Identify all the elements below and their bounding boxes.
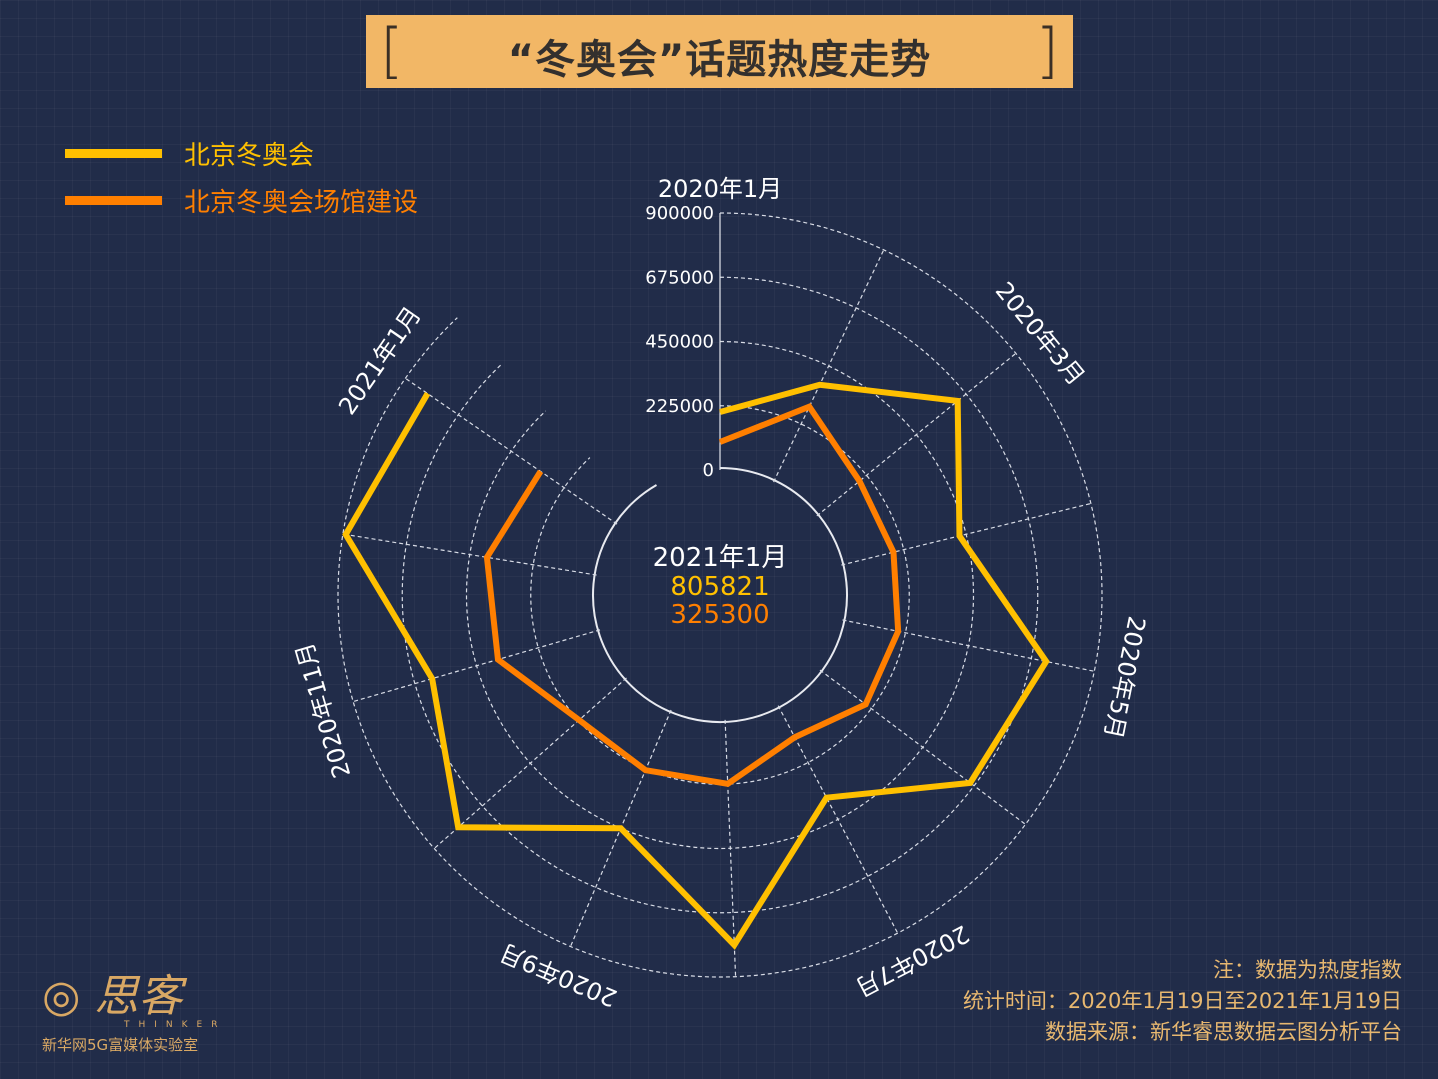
data-point	[457, 826, 459, 828]
grid-circle	[401, 276, 1039, 914]
spoke	[342, 533, 597, 576]
radial-tick-label: 450000	[645, 332, 714, 353]
data-point	[578, 719, 580, 721]
spoke	[816, 352, 1017, 517]
data-point	[431, 678, 433, 680]
inner-circle	[592, 467, 848, 723]
legend-label: 北京冬奥会	[184, 141, 315, 171]
spoke	[773, 249, 885, 483]
data-point	[858, 480, 860, 482]
data-point	[1045, 660, 1047, 662]
thinker-logo: ◎ 思客 THINKER 新华网5G富媒体实验室	[42, 960, 227, 1055]
legend-swatch	[65, 196, 162, 205]
legend: 北京冬奥会 北京冬奥会场馆建设	[65, 130, 418, 224]
note-line: 统计时间：2020年1月19日至2021年1月19日	[962, 989, 1402, 1013]
legend-item-beijing-olympics: 北京冬奥会	[65, 130, 418, 177]
data-point	[808, 406, 810, 408]
logo-mark: ◎ 思客	[42, 971, 183, 1022]
note-line: 数据来源：新华睿思数据云图分析平台	[1045, 1020, 1402, 1044]
data-point	[497, 659, 499, 661]
category-label: 2020年9月	[496, 938, 621, 1012]
spoke	[819, 669, 1026, 825]
data-point	[819, 384, 821, 386]
spoke	[841, 502, 1092, 566]
data-point	[719, 441, 721, 443]
logo-sub: THINKER	[124, 1020, 227, 1030]
center-value-olympics: 805821	[670, 572, 769, 602]
data-point	[486, 556, 488, 558]
radial-tick-label: 675000	[645, 267, 714, 288]
category-label: 2020年5月	[1099, 614, 1151, 741]
category-label: 2021年1月	[333, 302, 427, 420]
category-label: 2020年1月	[658, 175, 782, 203]
data-point	[345, 534, 347, 536]
category-label: 2020年3月	[990, 277, 1090, 391]
radial-tick-label: 225000	[645, 396, 714, 417]
spoke	[405, 377, 618, 525]
data-point	[427, 393, 429, 395]
grid-circle	[530, 405, 910, 785]
center-value-venues: 325300	[670, 600, 769, 630]
data-point	[727, 783, 729, 785]
logo-org: 新华网5G富媒体实验室	[42, 1036, 199, 1054]
data-point	[620, 827, 622, 829]
data-point	[969, 782, 971, 784]
spoke	[842, 619, 1095, 672]
data-point	[794, 736, 796, 738]
spoke	[433, 677, 627, 849]
radial-tick-label: 900000	[645, 203, 714, 224]
data-point	[733, 944, 735, 946]
notes: 注：数据为热度指数 统计时间：2020年1月19日至2021年1月19日 数据来…	[963, 955, 1402, 1048]
note-line: 注：数据为热度指数	[1213, 958, 1402, 982]
title-banner: [ ] “冬奥会”话题热度走势	[366, 15, 1073, 88]
data-point	[825, 797, 827, 799]
right-bracket: ]	[1035, 16, 1059, 86]
chart-title: “冬奥会”话题热度走势	[507, 37, 932, 83]
category-label: 2020年11月	[290, 639, 356, 781]
data-point	[958, 535, 960, 537]
series-line-1	[342, 381, 1050, 950]
data-point	[892, 551, 894, 553]
left-bracket: [	[380, 16, 404, 86]
data-point	[865, 703, 867, 705]
spoke	[777, 705, 899, 934]
data-point	[644, 769, 646, 771]
legend-swatch	[65, 149, 162, 158]
legend-label: 北京冬奥会场馆建设	[184, 188, 419, 218]
legend-item-venue-construction: 北京冬奥会场馆建设	[65, 177, 418, 224]
center-month: 2021年1月	[653, 543, 788, 573]
data-point	[957, 400, 959, 402]
data-point	[540, 470, 542, 472]
data-point	[897, 630, 899, 632]
logo-name: 思客	[94, 971, 183, 1022]
spoke	[724, 719, 737, 977]
category-label: 2020年7月	[851, 919, 974, 1002]
data-point	[719, 411, 721, 413]
radial-tick-label: 0	[703, 460, 714, 481]
spoke	[353, 629, 601, 703]
